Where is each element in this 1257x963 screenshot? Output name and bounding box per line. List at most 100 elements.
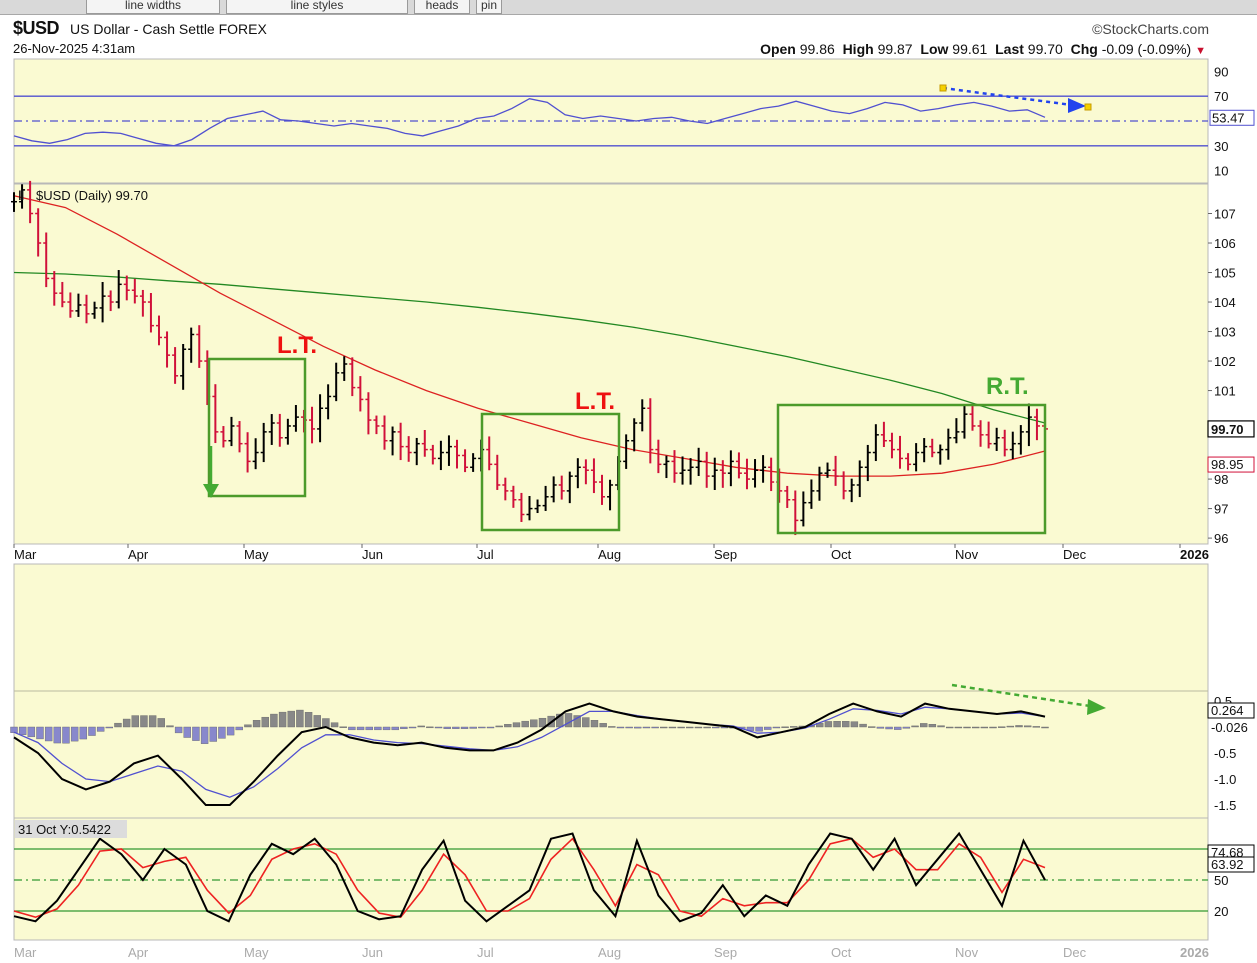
- ohlc-bar: [51, 271, 58, 306]
- macd-histogram-bar: [694, 726, 703, 729]
- ohlc-bar: [905, 453, 912, 471]
- macd-histogram-bar: [235, 726, 243, 731]
- macd-histogram-bar: [105, 726, 114, 729]
- x-tick-label: Sep: [714, 547, 737, 562]
- pin-button[interactable]: pin: [476, 0, 502, 14]
- rsi-divergence-arrow: [942, 86, 1073, 107]
- ohlc-bar: [333, 362, 340, 402]
- macd-histogram-bar: [304, 712, 313, 728]
- ohlc-bar: [663, 455, 670, 479]
- ohlc-bar: [413, 437, 420, 466]
- macd-histogram-bar: [478, 726, 486, 729]
- macd-histogram-bar: [989, 726, 997, 729]
- macd-histogram-bar: [980, 726, 989, 729]
- hover-tooltip-label: 31 Oct Y:0.5422: [18, 822, 111, 837]
- macd-histogram-bar: [148, 715, 157, 728]
- x-tick-label: Apr: [128, 547, 149, 562]
- ohlc-bar: [518, 492, 525, 522]
- ohlc-bar: [325, 384, 332, 420]
- line-widths-button[interactable]: line widths: [86, 0, 220, 14]
- macd-histogram-bar: [122, 718, 131, 728]
- ohlc-bar: [558, 475, 565, 500]
- macd-histogram-bar: [997, 726, 1006, 728]
- macd-value-box: [1207, 702, 1255, 719]
- hover-tooltip-box: [15, 820, 127, 838]
- macd-histogram-bar: [270, 713, 278, 728]
- macd-histogram-bar: [755, 726, 763, 732]
- line-styles-button[interactable]: line styles: [226, 0, 408, 14]
- stochastic-k-line: [13, 831, 1046, 923]
- price-tick-label: 97: [1214, 502, 1228, 517]
- ohlc-bar: [502, 477, 509, 501]
- macd-histogram-bar: [902, 726, 911, 729]
- macd-histogram-bar: [53, 726, 62, 744]
- ohlc-bar: [727, 450, 734, 487]
- ohlc-bar: [735, 452, 742, 479]
- macd-histogram-bar: [668, 726, 677, 729]
- x-tick-label: Oct: [831, 547, 852, 562]
- macd-histogram-bar: [833, 721, 841, 728]
- anchor-handle-icon: [1084, 103, 1092, 111]
- ohlc-bar: [11, 192, 17, 212]
- macd-histogram-bar: [79, 726, 88, 740]
- macd-histogram-bar: [244, 724, 252, 728]
- macd-histogram-bar: [140, 715, 148, 728]
- macd-histogram-bar: [382, 726, 391, 731]
- ohlc-bar: [284, 418, 291, 445]
- macd-histogram-bar: [894, 726, 902, 730]
- rsi-tick-label: 90: [1214, 64, 1228, 79]
- x-tick-label: Jul: [477, 547, 494, 562]
- ohlc-bar: [123, 275, 130, 301]
- macd-histogram-bar: [408, 726, 417, 729]
- ohlc-bar: [1001, 429, 1008, 457]
- macd-histogram-bar: [660, 726, 668, 729]
- arrow-head-icon: [1068, 98, 1086, 113]
- ohlc-bar: [526, 495, 533, 521]
- ohlc-bar: [752, 459, 759, 488]
- anchor-handle-icon: [939, 84, 947, 92]
- ohlc-bar: [389, 426, 396, 456]
- macd-tick-label: -1.0: [1214, 772, 1236, 787]
- ohlc-bar: [1009, 431, 1016, 460]
- brand-link[interactable]: ©StockCharts.com: [1092, 21, 1209, 37]
- x-tick-label-bottom: Aug: [598, 945, 621, 960]
- ohlc-bar: [252, 438, 259, 470]
- ohlc-bar: [945, 428, 952, 460]
- ohlc-bar: [623, 434, 630, 469]
- stochastic-panel: [13, 817, 1209, 941]
- ohlc-bar: [164, 331, 171, 368]
- macd-histogram-bar: [443, 726, 451, 729]
- macd-histogram-bar: [1006, 725, 1015, 728]
- chart-symbol: $USD: [13, 18, 60, 38]
- macd-histogram-bar: [460, 726, 469, 729]
- open-label: Open: [760, 41, 796, 57]
- macd-histogram-bar: [920, 723, 928, 728]
- macd-histogram-bar: [530, 719, 538, 728]
- rsi-line: [13, 98, 1046, 147]
- arrow-head-icon: [1087, 699, 1106, 715]
- open-value: 99.86: [799, 41, 835, 57]
- x-tick-label-bottom: Nov: [955, 945, 979, 960]
- ohlc-bar: [147, 293, 154, 333]
- macd-histogram-bar: [10, 726, 18, 733]
- ohlc-bar: [276, 413, 283, 447]
- ohlc-bar: [800, 491, 807, 527]
- price-series-label: $USD (Daily) 99.70: [36, 188, 148, 203]
- ohlc-bar: [993, 427, 1000, 451]
- ohlc-bar: [268, 414, 275, 445]
- ohlc-bar: [582, 459, 589, 485]
- price-tick-label: 105: [1214, 266, 1236, 281]
- ohlc-bar: [470, 453, 477, 472]
- x-tick-label-bottom: Jun: [362, 945, 383, 960]
- low-value: 99.61: [952, 41, 988, 57]
- x-tick-label: Nov: [955, 547, 979, 562]
- macd-histogram-bar: [616, 726, 625, 729]
- ohlc-bar: [188, 327, 195, 363]
- ohlc-bar: [598, 474, 605, 505]
- arrow-heads-button[interactable]: heads: [414, 0, 470, 14]
- ohlc-bar: [381, 415, 388, 450]
- macd-histogram-bar: [157, 718, 165, 728]
- macd-tick-label: -0.5: [1214, 746, 1236, 761]
- ohlc-bar: [486, 436, 493, 471]
- stochastic-d-label: 63.92: [1211, 857, 1244, 872]
